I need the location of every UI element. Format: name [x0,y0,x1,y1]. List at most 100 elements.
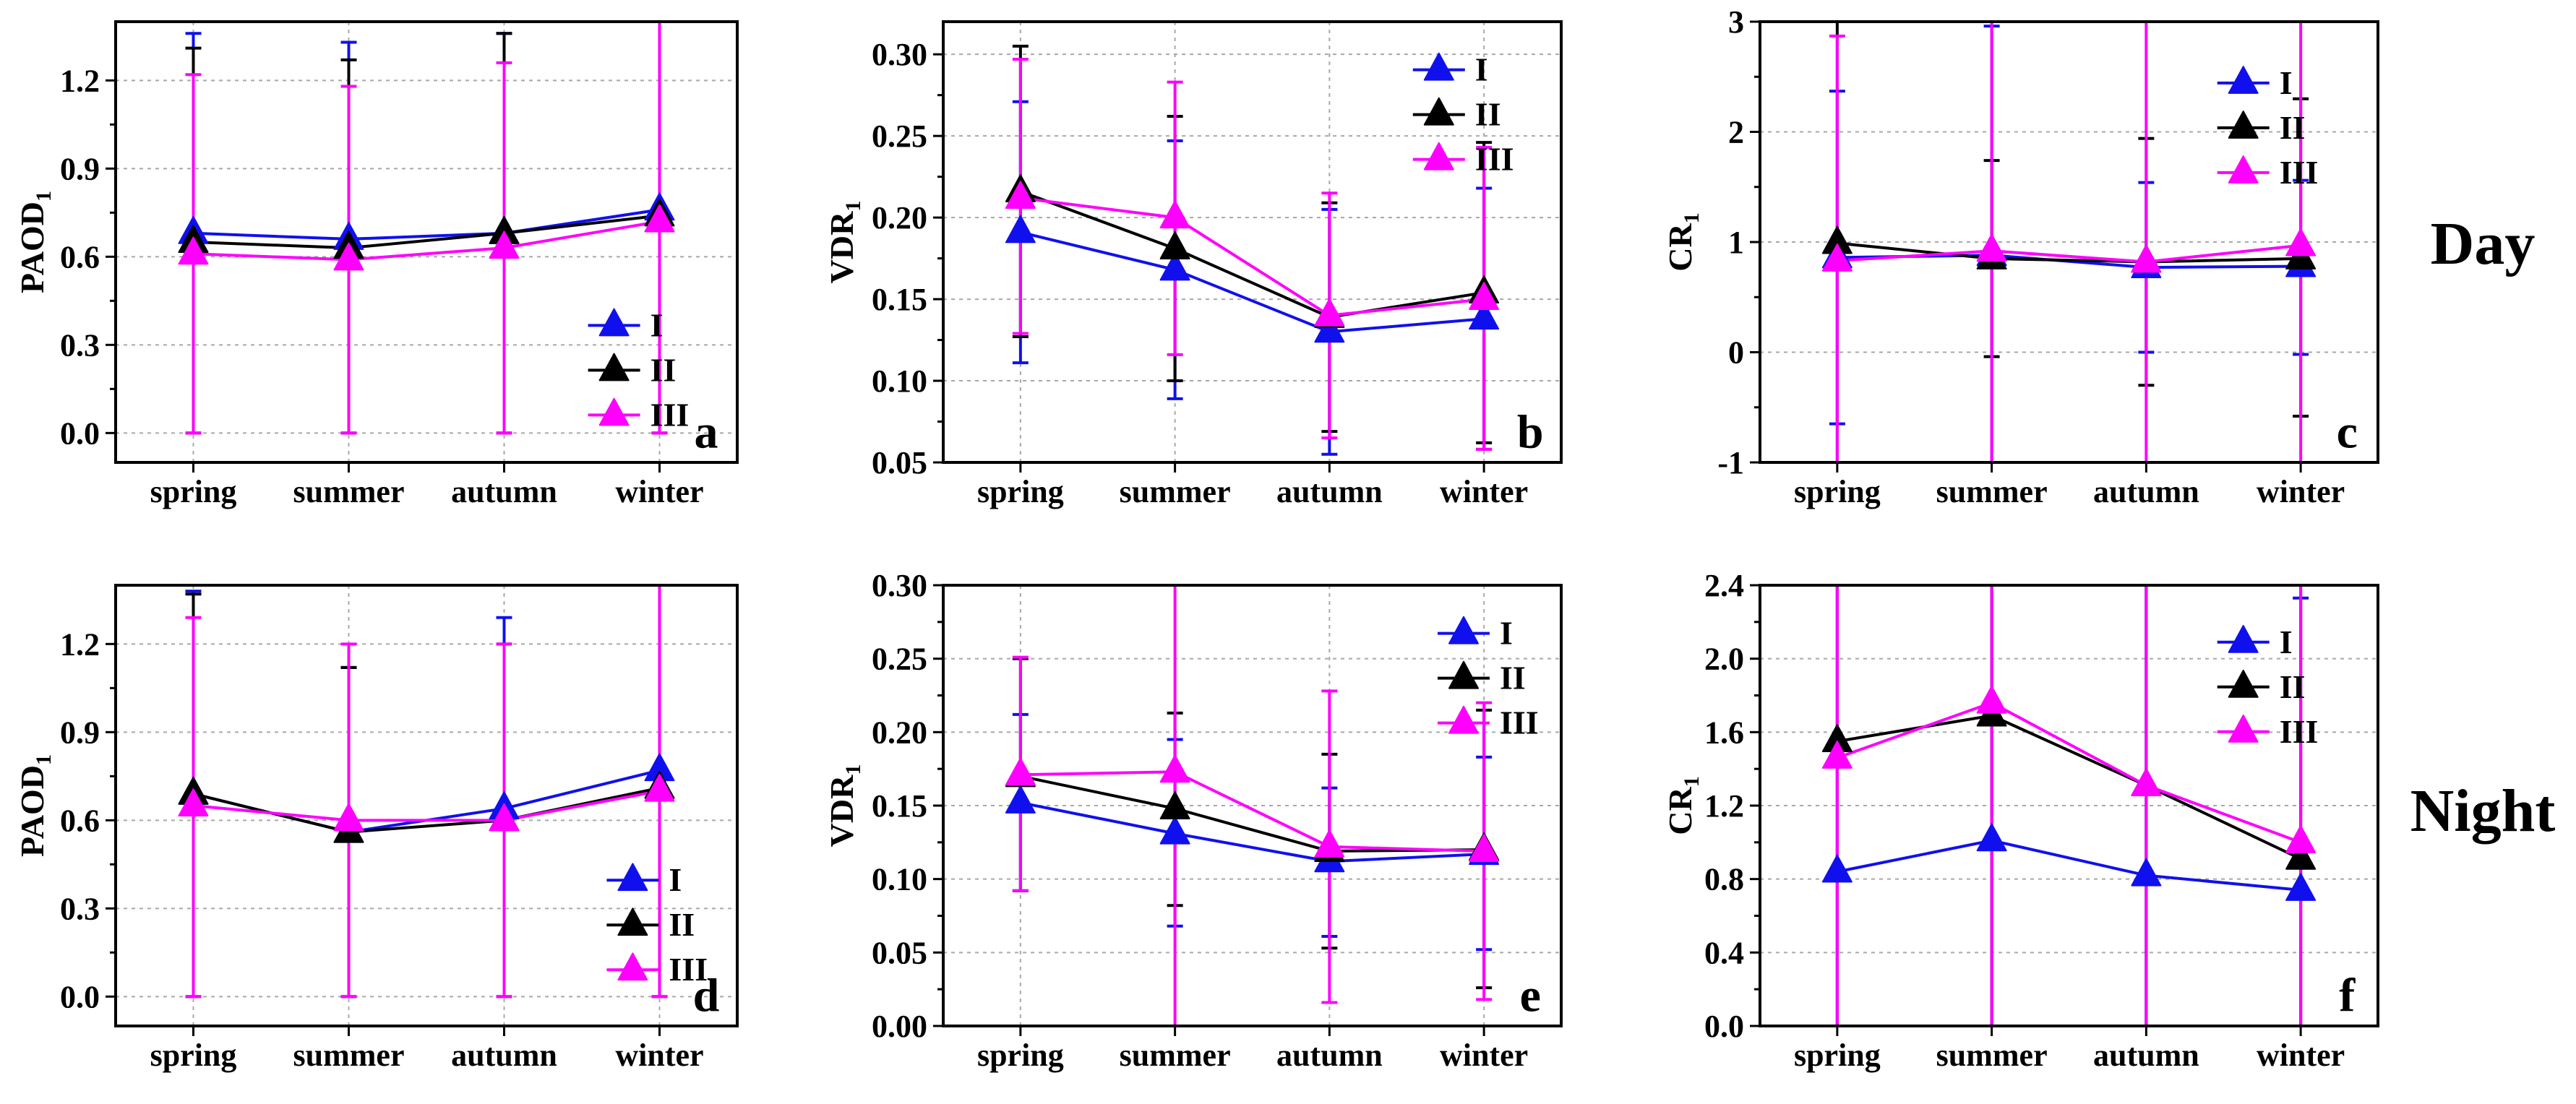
data-point-III [1821,243,1852,272]
data-point-III [1469,834,1500,863]
y-tick-label: 1.2 [60,626,100,662]
legend-label-II: II [651,351,677,388]
plot-frame [1759,584,2379,1027]
data-point-III [489,230,520,259]
y-axis-label-subscript: 1 [1680,776,1704,787]
data-point-II [2285,841,2317,870]
legend-marker-III [2228,714,2259,743]
x-tick-label: autumn [2093,474,2199,509]
legend-label-III: III [2280,713,2319,750]
y-tick-label: 0.25 [872,118,927,154]
x-tick-label: autumn [2093,1038,2199,1073]
y-tick-label: 0.10 [872,363,927,399]
x-tick-label: winter [1440,1038,1528,1073]
plot-area [1821,585,2317,1026]
series-line-II [1837,241,2301,264]
y-tick-label: 2.0 [1704,642,1744,677]
data-point-II [1159,231,1190,260]
data-point-III [333,803,364,832]
data-point-III [1469,282,1500,311]
y-axis-label: CR1 [1662,776,1704,835]
series-line-I [1020,801,1485,863]
x-tick-label: summer [1120,474,1231,509]
y-tick-label: 0.9 [60,151,100,186]
y-axis-label-subscript: 1 [841,764,865,775]
x-tick-label: winter [1440,474,1528,509]
panel-b: 0.05 0.10 0.15 0.20 0.25 0.30 spring summer autu… [823,20,1563,509]
y-tick-label: 0.15 [872,282,927,317]
y-tick-label: 0.9 [60,715,100,750]
legend-marker-I [598,308,630,337]
x-tick-label: spring [1794,1038,1881,1073]
legend-marker-II [2228,669,2259,698]
series-line-II [193,786,660,834]
data-point-III [333,242,364,271]
series-line-II [1020,775,1485,853]
y-tick-label: 0.4 [1704,935,1744,970]
data-point-III [1976,685,2007,714]
x-tick-label: spring [1794,474,1881,509]
row-label-night: Night [2410,777,2556,845]
data-point-III [1159,200,1190,229]
legend-marker-I [2228,624,2259,653]
y-axis-label: CR1 [1662,212,1704,271]
x-tick-label: spring [150,474,237,509]
data-point-III [1314,829,1345,858]
y-axis-label: PAOD1 [14,191,56,293]
series-line-III [1837,243,2301,264]
x-tick-label: autumn [451,474,557,509]
y-tick-label: 0.20 [872,715,927,750]
y-tick-label: 0.15 [872,788,927,824]
x-tick-label: summer [1120,1038,1231,1073]
data-point-III [2131,244,2162,273]
legend-label-II: II [2280,668,2306,705]
x-tick-label: summer [293,474,405,509]
legend-label-I: I [651,306,664,343]
data-point-I [1005,785,1036,814]
y-tick-label: 0.0 [60,415,100,451]
data-point-III [178,236,209,265]
y-tick-label: 0.6 [60,239,100,275]
plot-frame [114,20,739,464]
legend-marker-I [617,863,648,892]
y-tick-label: 0.30 [872,37,927,72]
data-point-I [1821,854,1852,883]
legend-label-III: III [2280,154,2319,191]
plot-frame [942,20,1563,464]
legend-label-II: II [1500,660,1526,697]
x-tick-label: autumn [1276,474,1383,509]
y-tick-label: 0.05 [872,445,927,480]
y-tick-label: 1.6 [1704,715,1744,750]
x-tick-label: winter [615,1038,703,1073]
y-axis-label: PAOD1 [14,754,56,857]
y-tick-label: 0.20 [872,200,927,236]
legend-marker-III [1423,142,1454,171]
y-tick-label: 0.10 [872,862,927,897]
y-axis-label-subscript: 1 [32,754,56,765]
plot-frame [114,584,739,1027]
y-tick-label: 1 [1728,225,1744,260]
x-tick-label: spring [150,1038,237,1073]
x-tick-label: spring [977,1038,1064,1073]
legend-label-III: III [669,951,708,988]
data-point-III [1314,298,1345,327]
y-tick-label: 0.0 [60,979,100,1014]
legend-marker-II [617,907,648,936]
panel-label: f [2339,969,2356,1022]
plot-area [1005,44,1500,456]
legend-marker-III [2228,155,2259,184]
data-point-III [2285,825,2317,853]
data-point-I [1005,215,1036,243]
series-line-II [193,214,660,250]
y-tick-label: 1.2 [1704,788,1744,824]
legend-marker-II [2228,111,2259,139]
legend-marker-II [598,353,630,381]
data-point-II [1159,791,1190,820]
series-line-III [1837,701,2301,844]
y-tick-label: 0.6 [60,803,100,838]
y-tick-label: 0.0 [1704,1009,1744,1044]
data-point-III [2131,768,2162,797]
